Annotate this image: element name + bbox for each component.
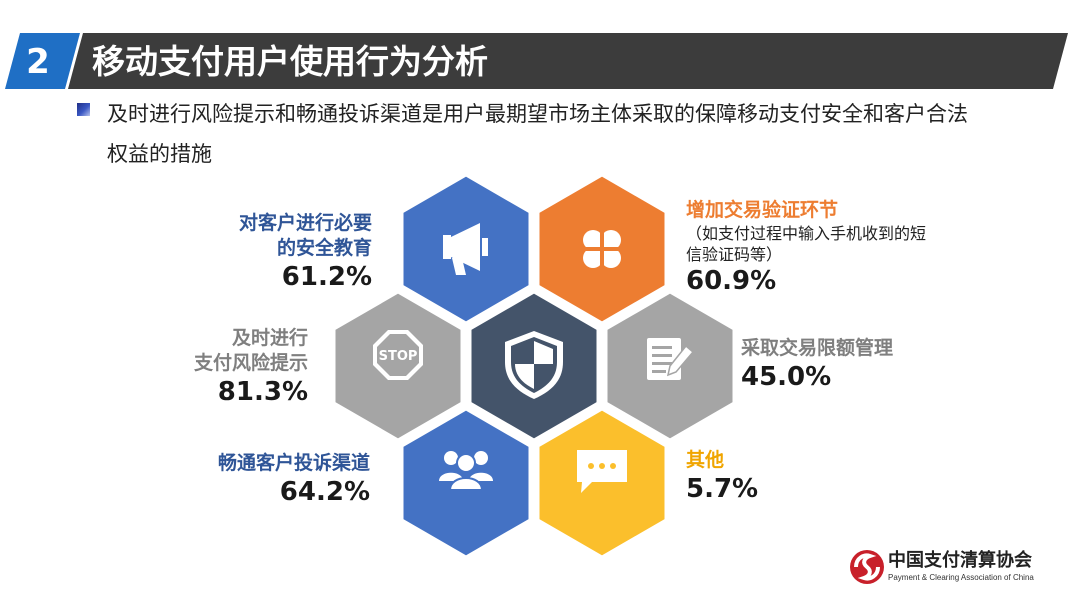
label-risk-alert: 及时进行 支付风险提示 81.3%	[140, 326, 308, 408]
label-limit-management: 采取交易限额管理 45.0%	[741, 336, 961, 393]
label-other: 其他 5.7%	[686, 448, 836, 505]
hex-verification-step	[536, 173, 668, 325]
bullet-text: 及时进行风险提示和畅通投诉渠道是用户最期望市场主体采取的保障移动支付安全和客户合…	[107, 94, 1047, 174]
page-title: 移动支付用户使用行为分析	[92, 42, 488, 81]
category-label: 对客户进行必要	[238, 212, 372, 234]
label-verification-step: 增加交易验证环节 （如支付过程中输入手机收到的短 信验证码等） 60.9%	[686, 198, 986, 297]
value-label: 60.9%	[686, 266, 777, 296]
category-label: 其他	[686, 449, 725, 471]
hex-other	[536, 407, 668, 559]
category-label: 畅通客户投诉渠道	[217, 452, 370, 474]
title-bar-shape	[5, 33, 1068, 89]
label-complaint-channel: 畅通客户投诉渠道 64.2%	[180, 451, 370, 508]
value-label: 64.2%	[279, 477, 370, 507]
megaphone-icon	[443, 223, 488, 275]
users-icon	[439, 451, 493, 491]
hex-security-education	[400, 173, 532, 325]
category-label: 及时进行	[231, 327, 308, 349]
bullet-text-line-1: 及时进行风险提示和畅通投诉渠道是用户最期望市场主体采取的保障移动支付安全和客户合…	[107, 102, 968, 126]
label-security-education: 对客户进行必要 的安全教育 61.2%	[180, 211, 372, 293]
note-label: 信验证码等）	[686, 245, 783, 264]
stop-sign-icon: STOP	[373, 330, 423, 380]
category-label: 采取交易限额管理	[741, 337, 894, 359]
logo-english-name: Payment & Clearing Association of China	[888, 573, 1034, 582]
hex-center	[468, 290, 600, 442]
bullet-square-icon	[77, 103, 90, 116]
title-bar	[0, 33, 1080, 89]
document-edit-icon	[647, 338, 695, 380]
note-label: （如支付过程中输入手机收到的短	[686, 224, 927, 243]
hex-risk-alert: STOP	[332, 290, 464, 442]
category-label: 支付风险提示	[193, 352, 308, 374]
bullet-text-line-2: 权益的措施	[107, 142, 212, 166]
section-number-badge	[5, 33, 80, 89]
title-banner	[68, 33, 1068, 89]
hex-complaint-channel	[400, 407, 532, 559]
category-label: 增加交易验证环节	[686, 199, 839, 221]
value-label: 45.0%	[741, 362, 832, 392]
association-logo: 中国支付清算协会 Payment & Clearing Association …	[848, 545, 1063, 590]
hex-limit-management	[604, 290, 736, 442]
section-number: 2	[26, 42, 50, 82]
stop-sign-text: STOP	[379, 349, 418, 364]
value-label: 5.7%	[686, 474, 759, 504]
shield-icon	[505, 331, 563, 399]
logo-chinese-name: 中国支付清算协会	[888, 550, 1032, 571]
value-label: 81.3%	[217, 377, 308, 407]
category-label: 的安全教育	[276, 237, 372, 259]
value-label: 61.2%	[281, 262, 372, 292]
chat-bubble-icon	[577, 450, 627, 493]
clover-icon	[582, 229, 622, 269]
logo-emblem-icon	[850, 550, 884, 584]
